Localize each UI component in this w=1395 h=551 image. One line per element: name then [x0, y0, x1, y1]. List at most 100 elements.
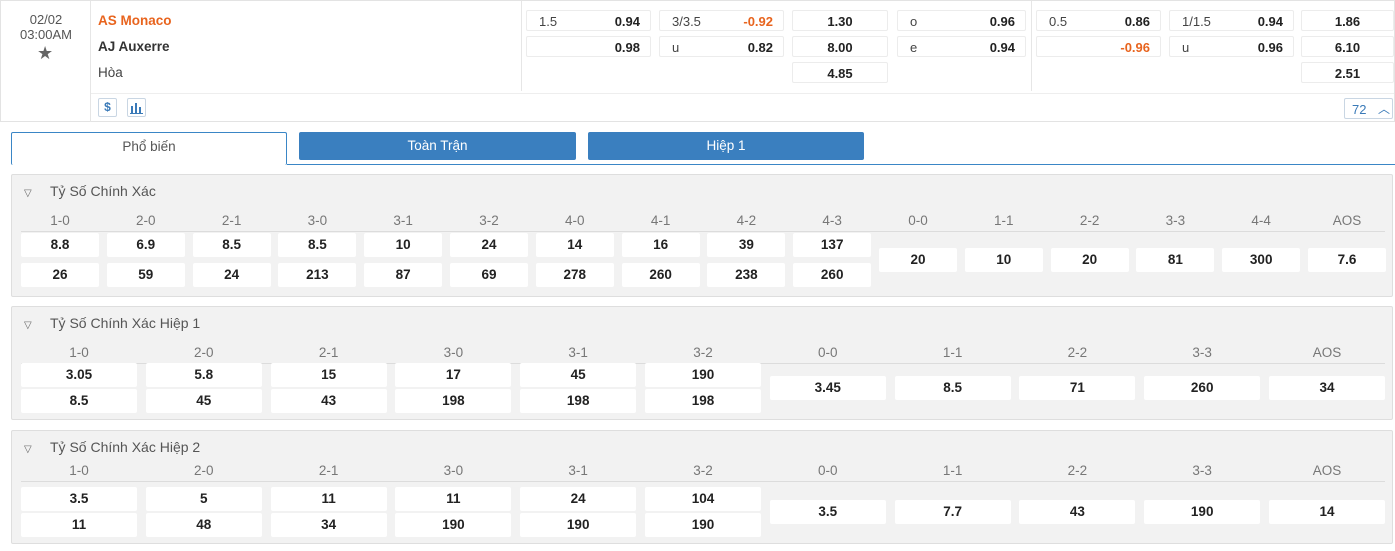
odds-home-win[interactable]: 190 — [645, 363, 761, 387]
odds-home-win[interactable]: 15 — [270, 363, 387, 387]
odds-away-win[interactable]: 59 — [106, 263, 185, 287]
odds-away-win[interactable]: 34 — [270, 513, 387, 537]
odds-home-win[interactable]: 24 — [450, 233, 528, 257]
odds-draw[interactable]: 20 — [879, 248, 957, 272]
ft-1x2-away[interactable]: 8.00 — [792, 36, 888, 57]
odds-away-win[interactable]: 190 — [645, 513, 761, 537]
more-markets-button[interactable]: 72 ︿ — [1344, 98, 1393, 119]
tab-fulltime[interactable]: Toàn Trận — [299, 132, 576, 160]
odds-home-win[interactable]: 39 — [707, 233, 786, 257]
odds-away-win[interactable]: 8.5 — [21, 389, 137, 413]
h1-handicap-away[interactable]: -0.96 — [1036, 36, 1161, 57]
h1-1x2-draw[interactable]: 2.51 — [1301, 62, 1394, 83]
dollar-icon[interactable]: $ — [98, 98, 117, 117]
ft-handicap-home[interactable]: 1.5 0.94 — [526, 10, 651, 31]
odds-away-win[interactable]: 11 — [21, 513, 137, 537]
h1-1x2-away[interactable]: 6.10 — [1301, 36, 1394, 57]
odds-draw[interactable]: 190 — [1144, 500, 1261, 524]
tab-underline — [287, 164, 1395, 165]
odds-away-win[interactable]: 24 — [192, 263, 271, 287]
ft-1x2-draw[interactable]: 4.85 — [792, 62, 888, 83]
section-header[interactable]: ▽ Tỷ Số Chính Xác Hiệp 1 — [24, 315, 200, 331]
ft-even[interactable]: e 0.94 — [897, 36, 1026, 57]
odds-away-win[interactable]: 213 — [278, 263, 357, 287]
odds-home-win[interactable]: 8.5 — [278, 233, 357, 257]
odds-away-win[interactable]: 278 — [535, 263, 614, 287]
odds-draw[interactable]: 20 — [1050, 248, 1129, 272]
score-label: AOS — [1332, 213, 1362, 228]
odds-away-win[interactable]: 45 — [145, 389, 262, 413]
odds-draw[interactable]: 8.5 — [894, 376, 1011, 400]
odds-draw[interactable]: 43 — [1019, 500, 1136, 524]
ft-handicap-away[interactable]: 0.98 — [526, 36, 651, 57]
odds-away-win[interactable]: 48 — [145, 513, 262, 537]
ft-odd[interactable]: o 0.96 — [897, 10, 1026, 31]
away-team[interactable]: AJ Auxerre — [98, 39, 170, 54]
odds-home-win[interactable]: 45 — [520, 363, 637, 387]
star-icon[interactable]: ★ — [37, 43, 54, 63]
odds-away-win[interactable]: 260 — [621, 263, 700, 287]
odds-home-win[interactable]: 11 — [395, 487, 512, 511]
odds-draw[interactable]: 71 — [1019, 376, 1136, 400]
ft-even-label: e — [910, 40, 918, 55]
divider — [521, 1, 522, 91]
odds-home-win[interactable]: 8.8 — [21, 233, 99, 257]
tab-popular[interactable]: Phổ biến — [11, 132, 287, 165]
odds-home-win[interactable]: 3.05 — [21, 363, 137, 387]
score-column: 4-0 14 278 — [535, 175, 614, 298]
odds-away-win[interactable]: 260 — [793, 263, 872, 287]
odds-draw[interactable]: 10 — [964, 248, 1043, 272]
odds-away-win[interactable]: 198 — [645, 389, 761, 413]
divider — [21, 231, 1385, 232]
odds-home-win[interactable]: 137 — [793, 233, 872, 257]
odds-away-win[interactable]: 69 — [450, 263, 528, 287]
home-team[interactable]: AS Monaco — [98, 13, 172, 28]
odds-away-win[interactable]: 238 — [707, 263, 786, 287]
score-label: 1-0 — [69, 345, 89, 360]
odds-draw[interactable]: 34 — [1269, 376, 1385, 400]
ft-1x2-home[interactable]: 1.30 — [792, 10, 888, 31]
odds-home-win[interactable]: 6.9 — [106, 233, 185, 257]
odds-draw[interactable]: 7.6 — [1308, 248, 1386, 272]
odds-home-win[interactable]: 10 — [364, 233, 443, 257]
section-header[interactable]: ▽ Tỷ Số Chính Xác — [24, 183, 156, 199]
odds-away-win[interactable]: 190 — [395, 513, 512, 537]
odds-home-win[interactable]: 104 — [645, 487, 761, 511]
odds-home-win[interactable]: 24 — [520, 487, 637, 511]
ft-under[interactable]: u 0.82 — [659, 36, 784, 57]
odds-draw[interactable]: 3.5 — [769, 500, 886, 524]
h1-over[interactable]: 1/1.5 0.94 — [1169, 10, 1294, 31]
score-column: AOS 7.6 — [1308, 175, 1386, 298]
odds-draw[interactable]: 3.45 — [769, 376, 886, 400]
odds-home-win[interactable]: 16 — [621, 233, 700, 257]
odds-away-win[interactable]: 87 — [364, 263, 443, 287]
draw-label: Hòa — [98, 65, 123, 80]
tab-first-half[interactable]: Hiệp 1 — [588, 132, 864, 160]
ft-over[interactable]: 3/3.5 -0.92 — [659, 10, 784, 31]
odds-draw[interactable]: 7.7 — [894, 500, 1011, 524]
odds-away-win[interactable]: 198 — [520, 389, 637, 413]
odds-draw[interactable]: 300 — [1222, 248, 1301, 272]
odds-home-win[interactable]: 5.8 — [145, 363, 262, 387]
odds-home-win[interactable]: 3.5 — [21, 487, 137, 511]
odds-home-win[interactable]: 14 — [535, 233, 614, 257]
odds-away-win[interactable]: 43 — [270, 389, 387, 413]
h1-handicap-home[interactable]: 0.5 0.86 — [1036, 10, 1161, 31]
odds-home-win[interactable]: 8.5 — [192, 233, 271, 257]
bar-chart-icon[interactable] — [127, 98, 146, 117]
odds-away-win[interactable]: 190 — [520, 513, 637, 537]
odds-home-win[interactable]: 17 — [395, 363, 512, 387]
h1-1x2-home[interactable]: 1.86 — [1301, 10, 1394, 31]
odds-draw[interactable]: 81 — [1136, 248, 1215, 272]
odds-away-win[interactable]: 198 — [395, 389, 512, 413]
section-header[interactable]: ▽ Tỷ Số Chính Xác Hiệp 2 — [24, 439, 200, 455]
score-column: 3-2 190 198 — [645, 307, 761, 421]
odds-away-win[interactable]: 26 — [21, 263, 99, 287]
h1-under[interactable]: u 0.96 — [1169, 36, 1294, 57]
odds-draw[interactable]: 260 — [1144, 376, 1261, 400]
odds-home-win[interactable]: 5 — [145, 487, 262, 511]
score-label: 4-0 — [565, 213, 585, 228]
odds-draw[interactable]: 14 — [1269, 500, 1385, 524]
score-column: 1-1 7.7 — [894, 431, 1011, 545]
odds-home-win[interactable]: 11 — [270, 487, 387, 511]
